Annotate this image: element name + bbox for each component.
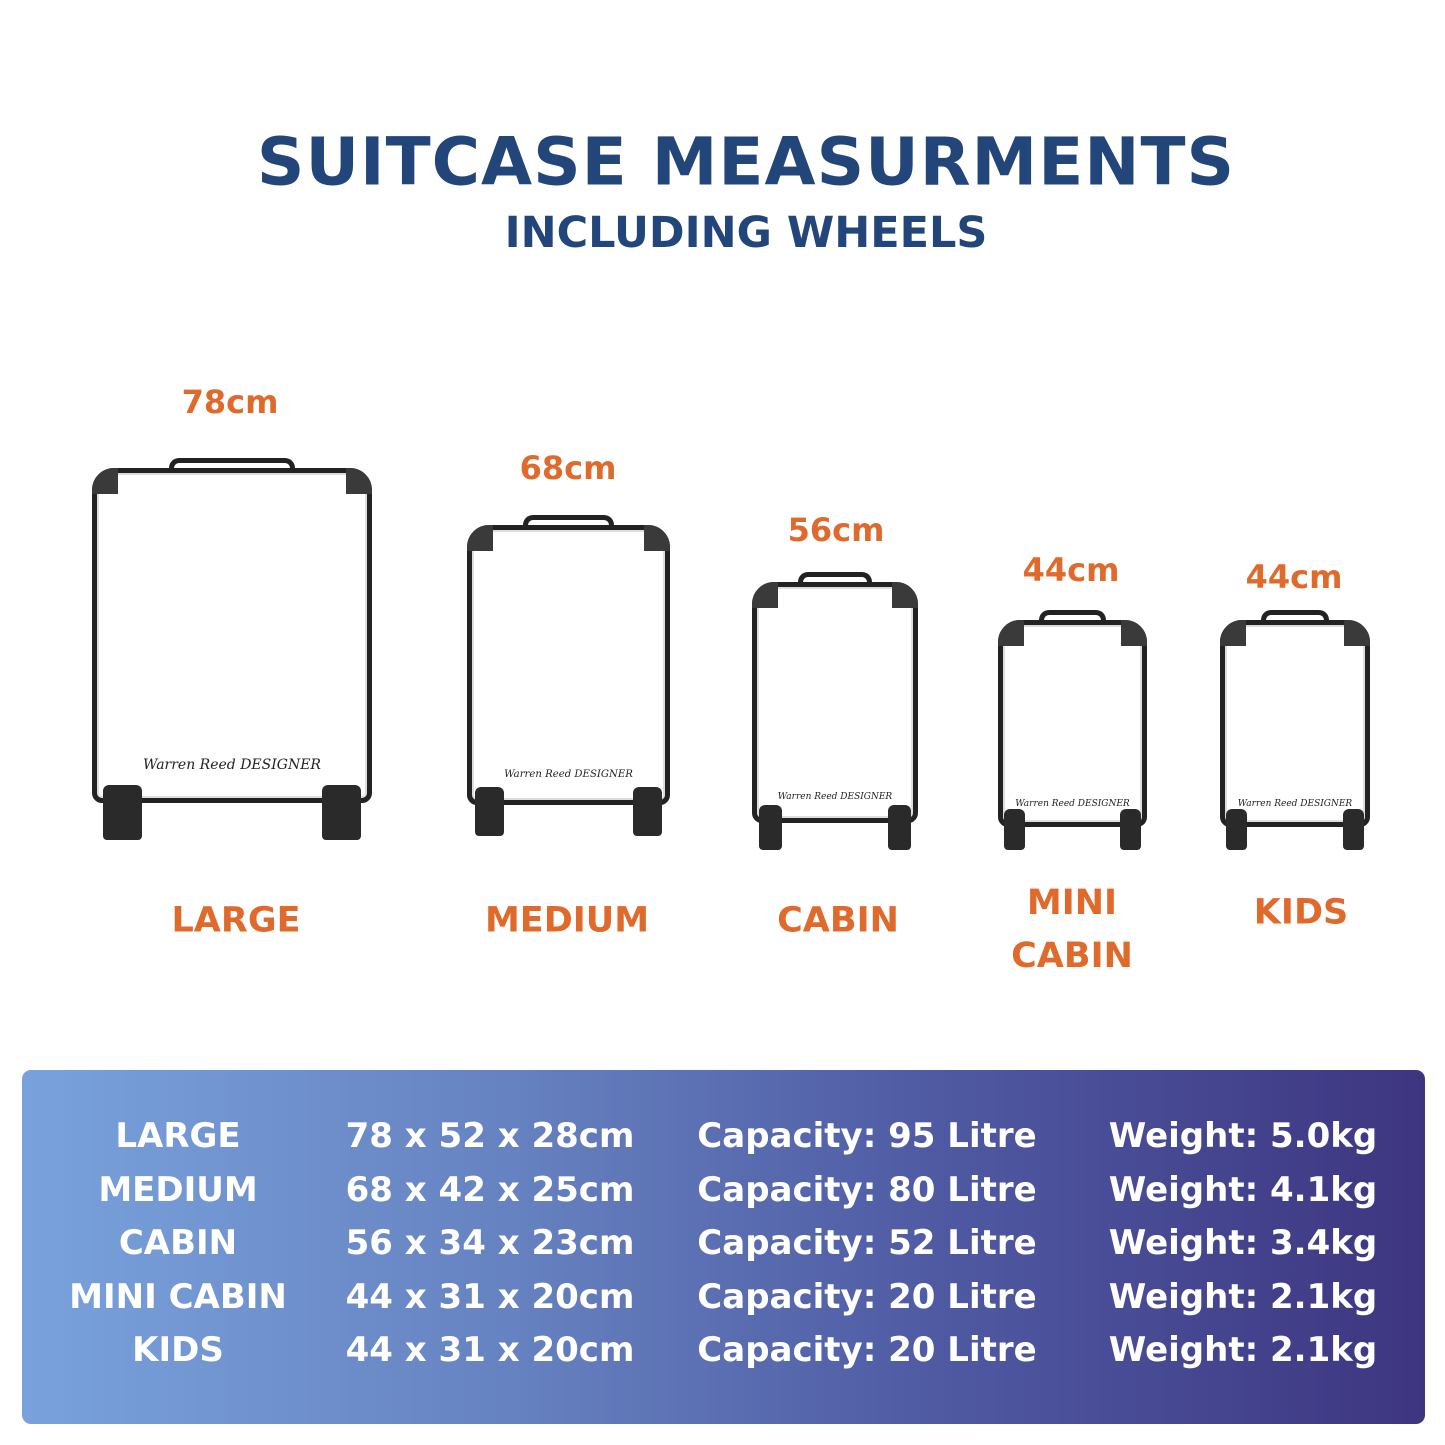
table-cell-capacity: Capacity: 20 Litre xyxy=(697,1277,1037,1317)
height-label: 44cm xyxy=(1022,551,1120,589)
suitcase-body xyxy=(998,620,1147,827)
corner-guard xyxy=(92,468,118,494)
size-name: CABIN xyxy=(777,895,899,948)
table-cell-dims: 44 x 31 x 20cm xyxy=(345,1277,635,1317)
wheel-icon xyxy=(1343,809,1364,850)
wheel-icon xyxy=(1226,809,1247,850)
suitcase-image: Warren Reed DESIGNER xyxy=(467,515,670,836)
size-name: LARGE xyxy=(172,895,301,948)
wheel-icon xyxy=(475,787,504,836)
size-name-line: CABIN xyxy=(777,900,899,941)
suitcase-body xyxy=(467,525,670,805)
suitcase-body xyxy=(92,468,372,803)
brand-logo: Warren Reed DESIGNER xyxy=(1015,798,1130,809)
suitcase-handle xyxy=(522,515,615,527)
suitcase-handle xyxy=(1038,610,1107,622)
corner-guard xyxy=(892,582,918,608)
table-cell-dims: 68 x 42 x 25cm xyxy=(345,1170,635,1210)
table-cell-weight: Weight: 3.4kg xyxy=(1108,1223,1378,1263)
table-cell-capacity: Capacity: 95 Litre xyxy=(697,1116,1037,1156)
table-cell-dims: 44 x 31 x 20cm xyxy=(345,1330,635,1370)
table-cell-weight: Weight: 5.0kg xyxy=(1108,1116,1378,1156)
size-name-line: CABIN xyxy=(1011,936,1133,976)
table-cell-size: KIDS xyxy=(132,1330,224,1370)
suitcase-handle xyxy=(1261,610,1329,622)
page-subtitle: INCLUDING WHEELS xyxy=(504,208,988,258)
suitcase-body xyxy=(1220,620,1370,827)
wheel-icon xyxy=(888,805,912,850)
table-cell-weight: Weight: 2.1kg xyxy=(1108,1330,1378,1370)
suitcase-image: Warren Reed DESIGNER xyxy=(752,572,918,850)
height-label: 78cm xyxy=(181,383,279,421)
table-cell-weight: Weight: 2.1kg xyxy=(1108,1277,1378,1317)
suitcase-image: Warren Reed DESIGNER xyxy=(998,610,1147,850)
suitcase-image: Warren Reed DESIGNER xyxy=(92,458,372,840)
table-cell-dims: 56 x 34 x 23cm xyxy=(345,1223,635,1263)
wheel-icon xyxy=(1120,809,1142,850)
table-cell-size: CABIN xyxy=(118,1223,238,1263)
size-name-line: LARGE xyxy=(171,900,301,941)
corner-guard xyxy=(1121,620,1147,646)
size-name-line: MEDIUM xyxy=(484,900,650,941)
table-cell-size: LARGE xyxy=(115,1116,241,1156)
wheel-icon xyxy=(758,805,782,850)
table-cell-size: MEDIUM xyxy=(98,1170,258,1210)
wheel-icon xyxy=(103,785,143,840)
corner-guard xyxy=(752,582,778,608)
wheel-icon xyxy=(321,785,361,840)
size-name: MINI CABIN xyxy=(1011,877,1133,983)
suitcase-handle xyxy=(169,458,295,470)
table-cell-capacity: Capacity: 52 Litre xyxy=(697,1223,1037,1263)
size-name-line: MINI xyxy=(1026,883,1118,923)
brand-logo: Warren Reed DESIGNER xyxy=(777,791,893,802)
suitcase-body xyxy=(752,582,918,823)
corner-guard xyxy=(644,525,670,551)
corner-guard xyxy=(1220,620,1246,646)
brand-logo: Warren Reed DESIGNER xyxy=(143,757,321,774)
suitcase-image: Warren Reed DESIGNER xyxy=(1220,610,1370,850)
brand-logo: Warren Reed DESIGNER xyxy=(1237,798,1353,809)
table-cell-weight: Weight: 4.1kg xyxy=(1108,1170,1378,1210)
size-name: KIDS xyxy=(1254,887,1348,940)
wheel-icon xyxy=(1003,809,1025,850)
corner-guard xyxy=(998,620,1024,646)
corner-guard xyxy=(346,468,372,494)
table-cell-size: MINI CABIN xyxy=(69,1277,287,1317)
page-title: SUITCASE MEASURMENTS xyxy=(256,123,1236,201)
suitcase-handle xyxy=(797,572,873,584)
height-label: 44cm xyxy=(1245,558,1343,596)
corner-guard xyxy=(1344,620,1370,646)
size-name: MEDIUM xyxy=(485,895,649,948)
height-label: 68cm xyxy=(519,449,617,487)
table-cell-dims: 78 x 52 x 28cm xyxy=(345,1116,635,1156)
wheel-icon xyxy=(633,787,662,836)
specs-table: LARGE 78 x 52 x 28cm Capacity: 95 Litre Wei… xyxy=(22,1070,1425,1424)
table-cell-capacity: Capacity: 80 Litre xyxy=(697,1170,1037,1210)
table-cell-capacity: Capacity: 20 Litre xyxy=(697,1330,1037,1370)
corner-guard xyxy=(467,525,493,551)
size-name-line: KIDS xyxy=(1253,892,1349,933)
brand-logo: Warren Reed DESIGNER xyxy=(504,769,633,781)
height-label: 56cm xyxy=(787,511,885,549)
